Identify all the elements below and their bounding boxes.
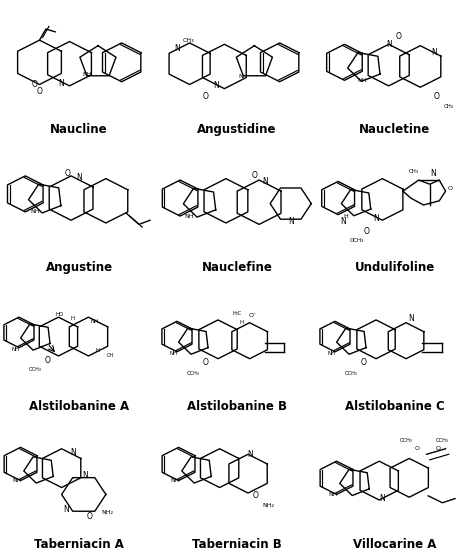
Text: Angustidine: Angustidine <box>197 123 277 136</box>
Text: NH: NH <box>13 478 22 483</box>
Text: Naucletine: Naucletine <box>359 123 430 136</box>
Text: NH: NH <box>91 319 99 324</box>
Text: NH: NH <box>30 209 39 214</box>
Text: O: O <box>433 93 439 101</box>
Text: N: N <box>432 48 438 57</box>
Text: O: O <box>36 87 43 96</box>
Text: O⁻: O⁻ <box>249 313 257 319</box>
Text: N: N <box>408 314 414 323</box>
Text: NH: NH <box>82 72 91 78</box>
Text: OCH₃: OCH₃ <box>28 367 41 372</box>
Text: NH: NH <box>328 351 336 356</box>
Text: O: O <box>253 491 259 500</box>
Text: NH: NH <box>357 78 366 83</box>
Text: NH₂: NH₂ <box>263 503 274 508</box>
Text: O: O <box>415 446 419 452</box>
Text: O: O <box>32 80 38 89</box>
Text: OCH₃: OCH₃ <box>350 238 364 244</box>
Text: O: O <box>202 93 209 101</box>
Text: O: O <box>87 512 93 521</box>
Text: O: O <box>395 32 401 40</box>
Text: Alstilobanine B: Alstilobanine B <box>187 400 287 413</box>
Text: N: N <box>214 81 219 90</box>
Text: CH₃: CH₃ <box>182 38 194 43</box>
Text: OCH₃: OCH₃ <box>436 438 449 443</box>
Text: N: N <box>70 448 75 458</box>
Text: N: N <box>76 173 82 182</box>
Text: H: H <box>96 348 100 353</box>
Text: HO: HO <box>56 312 64 317</box>
Text: N: N <box>288 217 293 226</box>
Text: Undulifoline: Undulifoline <box>355 261 435 274</box>
Text: O: O <box>45 356 50 365</box>
Text: OCH₃: OCH₃ <box>344 371 357 377</box>
Text: Alstilobanine C: Alstilobanine C <box>345 400 445 413</box>
Text: O: O <box>448 186 453 191</box>
Text: H: H <box>71 316 75 321</box>
Text: NH: NH <box>238 74 248 79</box>
Text: O: O <box>435 446 440 452</box>
Text: NH: NH <box>12 346 20 352</box>
Text: NH: NH <box>171 478 180 483</box>
Text: CH₃: CH₃ <box>444 104 454 109</box>
Text: CH: CH <box>107 353 114 358</box>
Text: H₃C: H₃C <box>232 310 242 316</box>
Text: NH: NH <box>328 492 338 497</box>
Text: NH₂: NH₂ <box>101 510 113 515</box>
Text: H: H <box>344 213 348 219</box>
Text: N: N <box>373 214 379 223</box>
Text: O: O <box>202 358 209 367</box>
Text: N: N <box>386 40 392 49</box>
Text: NH: NH <box>185 213 194 219</box>
Text: N: N <box>247 450 253 459</box>
Text: O: O <box>360 358 366 367</box>
Text: OCH₃: OCH₃ <box>186 371 199 377</box>
Text: N: N <box>174 44 180 53</box>
Text: O: O <box>364 227 370 236</box>
Text: N: N <box>82 470 88 480</box>
Text: N: N <box>59 79 64 88</box>
Text: Naucline: Naucline <box>50 123 108 136</box>
Text: N: N <box>430 168 436 178</box>
Text: O: O <box>251 171 257 181</box>
Text: Angustine: Angustine <box>46 261 112 274</box>
Text: Taberniacin A: Taberniacin A <box>34 538 124 551</box>
Text: Nauclefine: Nauclefine <box>201 261 273 274</box>
Text: CH₃: CH₃ <box>409 169 419 175</box>
Text: Alstilobanine A: Alstilobanine A <box>29 400 129 413</box>
Text: NH: NH <box>170 351 178 356</box>
Text: N: N <box>380 494 385 503</box>
Text: H: H <box>240 320 244 325</box>
Text: N: N <box>64 505 69 514</box>
Text: Taberniacin B: Taberniacin B <box>192 538 282 551</box>
Text: Villocarine A: Villocarine A <box>353 538 437 551</box>
Text: N: N <box>263 177 268 186</box>
Text: OCH₃: OCH₃ <box>400 438 412 443</box>
Text: O: O <box>65 168 71 178</box>
Text: N: N <box>340 217 346 226</box>
